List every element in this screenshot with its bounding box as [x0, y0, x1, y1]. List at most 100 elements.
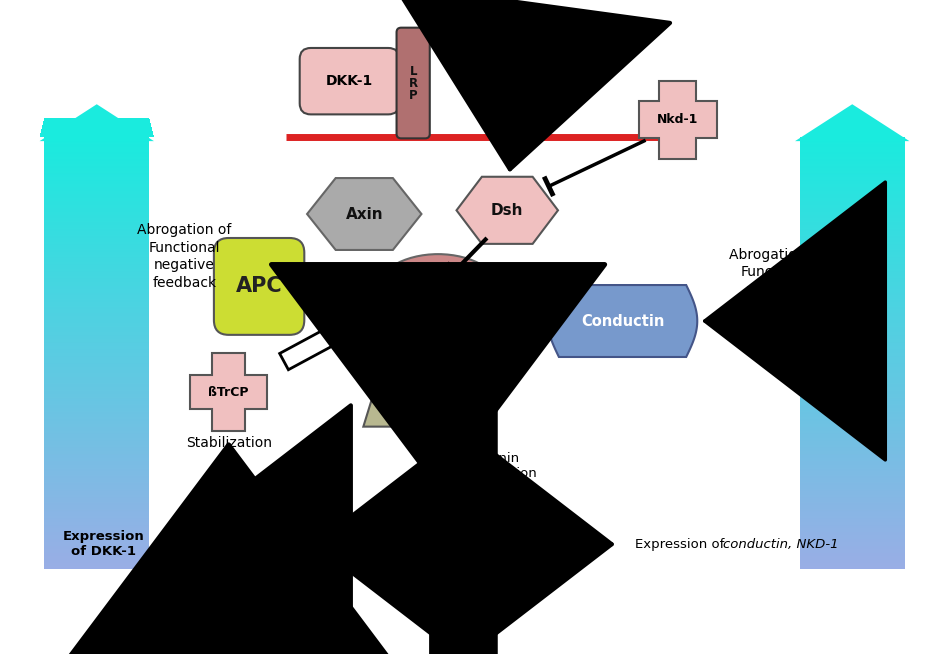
Bar [800, 250, 904, 251]
Bar [800, 478, 904, 480]
Bar [800, 502, 904, 504]
Bar [800, 308, 904, 310]
Bar [45, 505, 149, 507]
Bar [800, 551, 904, 553]
Bar [800, 275, 904, 276]
Bar [800, 170, 904, 172]
Bar [45, 308, 149, 310]
Bar [800, 409, 904, 410]
Bar [800, 305, 904, 307]
Bar [43, 125, 151, 126]
Bar [800, 458, 904, 460]
Bar [800, 468, 904, 470]
Bar [800, 320, 904, 322]
Bar [45, 180, 149, 181]
Bar [800, 141, 904, 143]
Bar [800, 400, 904, 402]
Bar [800, 405, 904, 407]
Bar [800, 407, 904, 408]
Bar [800, 313, 904, 314]
Bar [45, 495, 149, 496]
Bar [45, 355, 149, 356]
Bar [45, 452, 149, 453]
Bar [45, 415, 149, 417]
Bar [45, 447, 149, 449]
Bar [45, 410, 149, 412]
Bar [45, 230, 149, 232]
Bar [800, 541, 904, 542]
Bar [45, 272, 149, 273]
Bar [45, 258, 149, 260]
Bar [45, 278, 149, 280]
Bar [45, 533, 149, 534]
Bar [45, 356, 149, 357]
Bar [45, 528, 149, 530]
Bar [45, 347, 149, 348]
Bar [800, 464, 904, 466]
Bar [800, 145, 904, 146]
Bar [45, 353, 149, 354]
Bar [800, 456, 904, 458]
Bar [800, 406, 904, 407]
Bar [45, 453, 149, 455]
Bar [45, 277, 149, 279]
Bar [45, 224, 149, 226]
Bar [800, 442, 904, 443]
Bar [800, 267, 904, 269]
Bar [800, 518, 904, 520]
Bar [44, 120, 150, 121]
Bar [800, 156, 904, 157]
Bar [45, 239, 149, 240]
Bar [45, 175, 149, 176]
Bar [45, 531, 149, 532]
Bar [800, 430, 904, 432]
Bar [800, 552, 904, 553]
Bar [800, 513, 904, 515]
Bar [45, 196, 149, 198]
Bar [800, 425, 904, 426]
Bar [800, 309, 904, 311]
Bar [800, 209, 904, 211]
Bar [45, 192, 149, 194]
Bar [44, 118, 150, 120]
Bar [45, 148, 149, 149]
Bar [800, 167, 904, 168]
Bar [45, 439, 149, 440]
Bar [800, 369, 904, 370]
Bar [45, 448, 149, 450]
Bar [800, 561, 904, 563]
Bar [45, 468, 149, 470]
Bar [45, 412, 149, 413]
Bar [45, 224, 149, 226]
Bar [800, 148, 904, 149]
Bar [800, 447, 904, 448]
Bar [800, 161, 904, 162]
Bar [800, 227, 904, 229]
Bar [45, 467, 149, 469]
FancyBboxPatch shape [214, 238, 305, 335]
Text: Abrogation of
Functional
negative
feedback: Abrogation of Functional negative feedba… [730, 248, 824, 315]
Bar [800, 506, 904, 508]
Bar [800, 560, 904, 561]
Bar [45, 218, 149, 219]
Bar [45, 243, 149, 245]
Bar [800, 215, 904, 216]
Bar [800, 301, 904, 302]
Bar [800, 280, 904, 281]
Bar [45, 542, 149, 543]
Polygon shape [548, 285, 698, 357]
Bar [45, 368, 149, 370]
Bar [800, 299, 904, 300]
Bar [800, 315, 904, 317]
Bar [45, 318, 149, 320]
Bar [800, 515, 904, 517]
Bar [45, 329, 149, 331]
Bar [40, 134, 154, 135]
Bar [45, 521, 149, 523]
Bar [45, 487, 149, 489]
Bar [800, 275, 904, 277]
Bar [45, 464, 149, 465]
Bar [800, 188, 904, 190]
Bar [800, 172, 904, 173]
Bar [45, 218, 149, 220]
